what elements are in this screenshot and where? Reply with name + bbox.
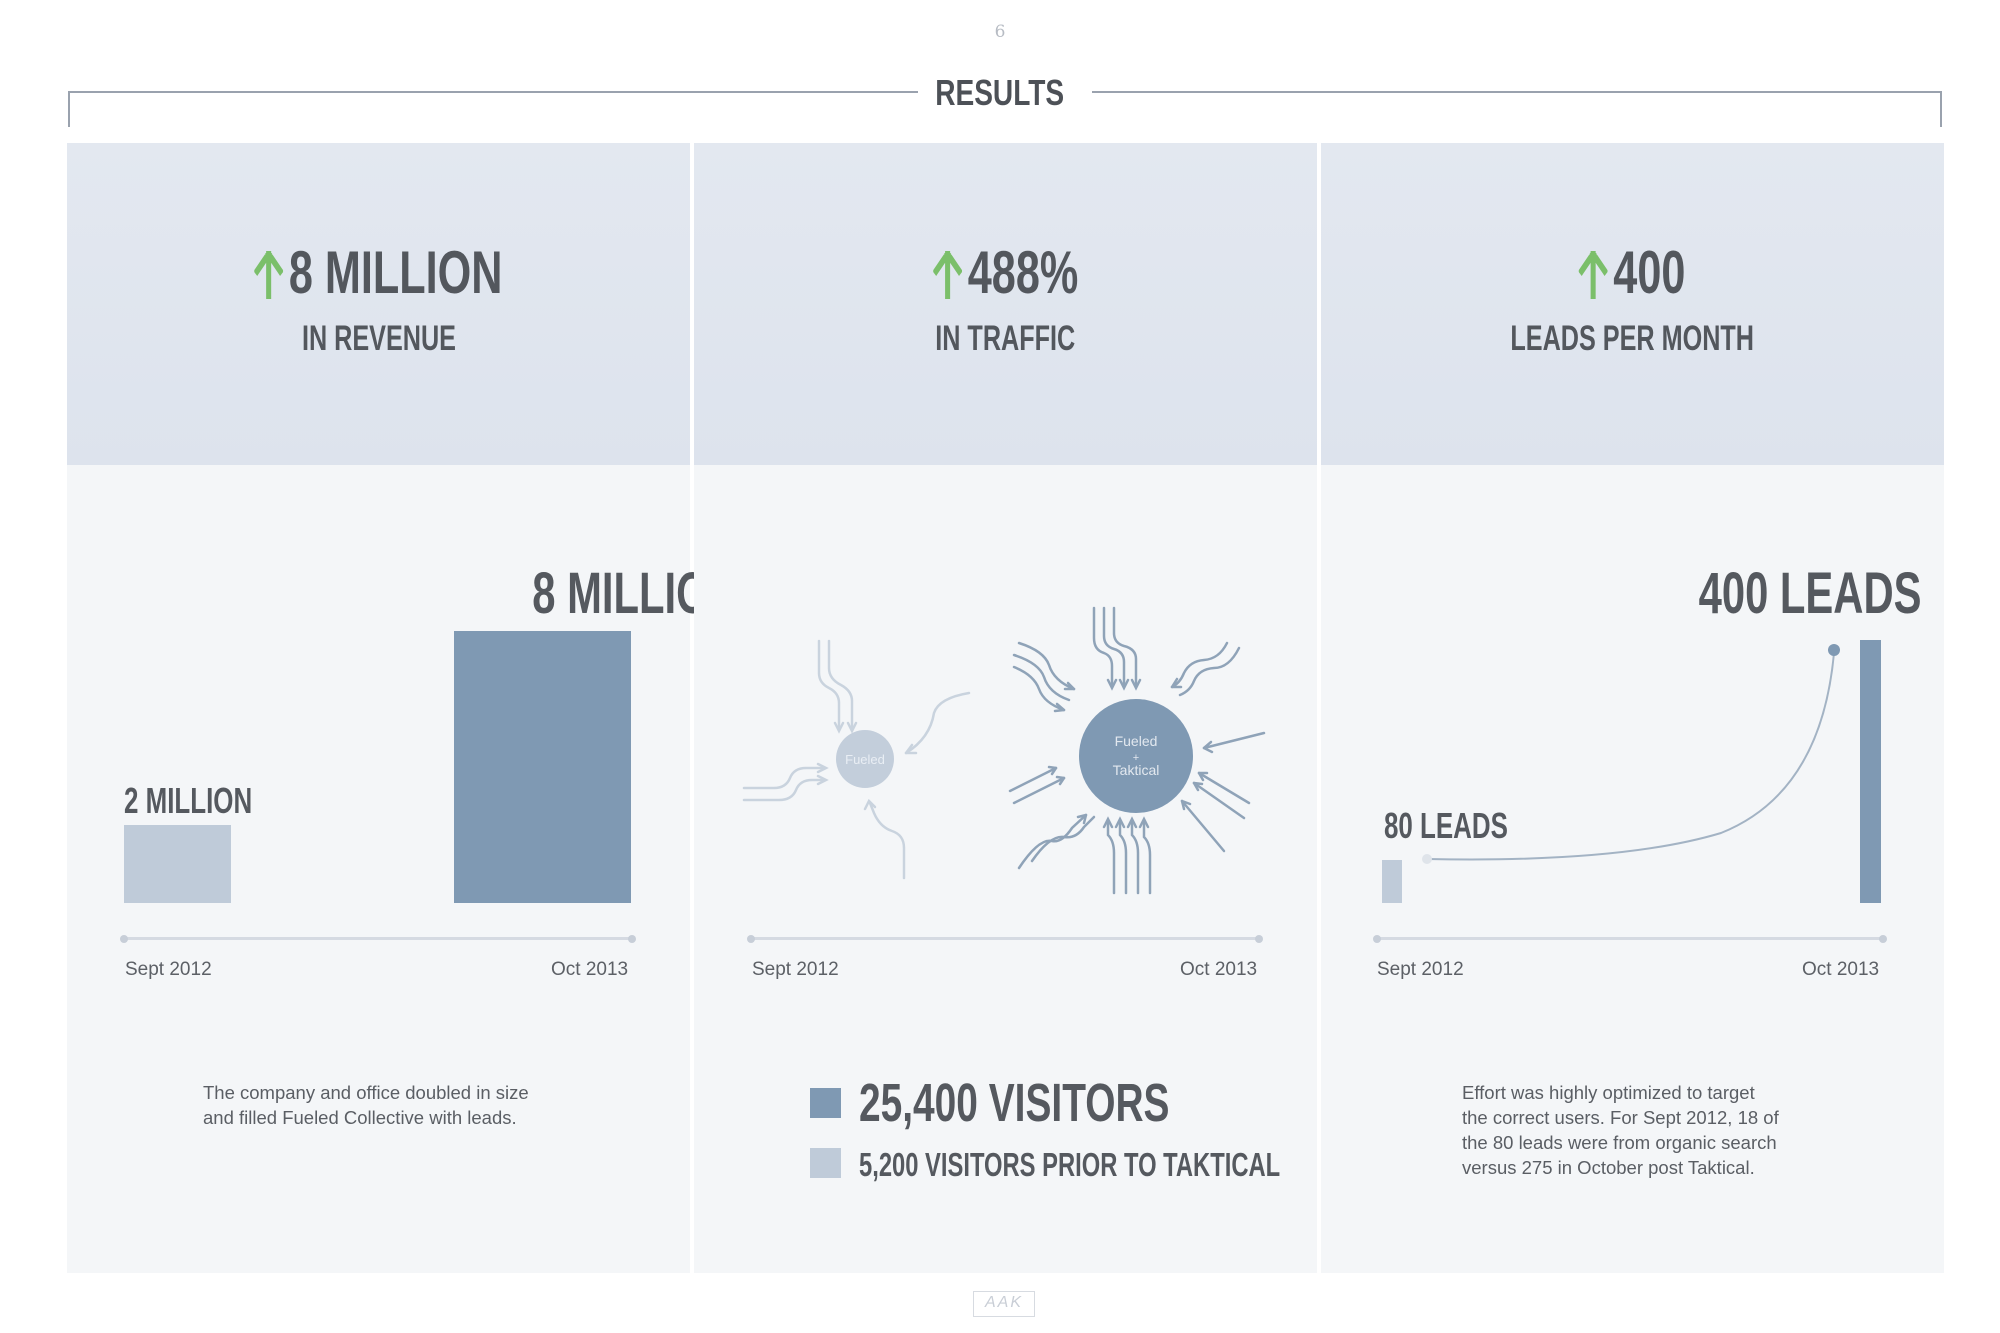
header-bracket-left <box>68 91 70 127</box>
small-traffic-arrows <box>742 639 971 880</box>
leads-description-line: the 80 leads were from organic search <box>1462 1132 1777 1153</box>
revenue-description-line: and filled Fueled Collective with leads. <box>203 1107 517 1128</box>
small-traffic-circle <box>836 730 894 788</box>
revenue-panel-header <box>67 143 690 465</box>
leads-description: Effort was highly optimized to target th… <box>1462 1080 1882 1180</box>
traffic-axis-start-label: Sept 2012 <box>752 959 839 980</box>
header-rule-right <box>1092 91 1942 93</box>
big-circle-label-1: Fueled <box>1115 733 1158 749</box>
leads-axis-end-label: Oct 2013 <box>1802 959 1880 980</box>
up-arrow-icon <box>1579 251 1608 299</box>
traffic-axis-start-dot <box>747 935 755 943</box>
traffic-illustration: Fueled <box>742 606 1266 895</box>
leads-bar-sept-2012 <box>1382 860 1402 903</box>
big-circle-label-3: Taktical <box>1113 762 1160 778</box>
results-title: RESULTS <box>935 72 1065 113</box>
big-circle-label-2: + <box>1133 752 1139 764</box>
footer-logo: AAK <box>973 1291 1035 1317</box>
header-bracket-right <box>1940 91 1942 127</box>
legend-prior-visitors-label: 5,200 VISITORS PRIOR TO TAKTICAL <box>859 1146 1281 1183</box>
legend-swatch-visitors <box>810 1088 841 1118</box>
revenue-axis <box>124 937 632 940</box>
legend-swatch-prior-visitors <box>810 1148 841 1178</box>
revenue-subheadline: IN REVENUE <box>301 319 456 358</box>
revenue-panel: 8 MILLION IN REVENUE 2 MILLION 8 MILLION… <box>67 143 739 1273</box>
revenue-bar-sept-2012 <box>124 825 231 903</box>
leads-panel: 400 LEADS PER MONTH 80 LEADS 400 LEADS S… <box>1321 143 1944 1273</box>
leads-bar-oct-2013 <box>1860 640 1881 903</box>
revenue-axis-end-dot <box>628 935 636 943</box>
traffic-headline: 488% <box>967 239 1079 306</box>
traffic-panel-header <box>694 143 1317 465</box>
leads-description-line: the correct users. For Sept 2012, 18 of <box>1462 1107 1779 1128</box>
leads-panel-header <box>1321 143 1944 465</box>
revenue-bar-oct-2013 <box>454 631 631 903</box>
leads-headline: 400 <box>1613 239 1686 306</box>
up-arrow-icon <box>254 251 284 299</box>
revenue-low-label: 2 MILLION <box>124 780 253 821</box>
leads-axis-start-dot <box>1373 935 1381 943</box>
legend-visitors-label: 25,400 VISITORS <box>859 1073 1170 1133</box>
traffic-subheadline: IN TRAFFIC <box>935 319 1076 358</box>
leads-low-label: 80 LEADS <box>1384 805 1508 846</box>
revenue-axis-start-label: Sept 2012 <box>125 959 212 980</box>
leads-high-label: 400 LEADS <box>1698 561 1921 626</box>
traffic-axis-end-label: Oct 2013 <box>1180 959 1258 980</box>
large-traffic-arrows <box>1008 606 1266 895</box>
traffic-axis <box>751 937 1259 940</box>
revenue-headline: 8 MILLION <box>288 239 503 306</box>
page-number: 6 <box>994 22 1006 42</box>
traffic-panel: 488% IN TRAFFIC Fueled <box>694 143 1317 1273</box>
large-traffic-circle <box>1079 699 1193 813</box>
leads-subheadline: LEADS PER MONTH <box>1510 319 1755 358</box>
leads-description-line: Effort was highly optimized to target <box>1462 1082 1755 1103</box>
leads-growth-curve <box>1422 644 1840 864</box>
leads-axis-end-dot <box>1879 935 1887 943</box>
small-circle-label: Fueled <box>845 752 885 767</box>
up-arrow-icon <box>932 251 962 299</box>
leads-description-line: versus 275 in October post Taktical. <box>1462 1157 1755 1178</box>
revenue-description: The company and office doubled in size a… <box>203 1080 623 1130</box>
revenue-axis-end-label: Oct 2013 <box>551 959 629 980</box>
traffic-axis-end-dot <box>1255 935 1263 943</box>
header-rule-left <box>68 91 918 93</box>
leads-axis-start-label: Sept 2012 <box>1377 959 1464 980</box>
revenue-description-line: The company and office doubled in size <box>203 1082 529 1103</box>
leads-axis <box>1377 937 1883 940</box>
revenue-axis-start-dot <box>120 935 128 943</box>
